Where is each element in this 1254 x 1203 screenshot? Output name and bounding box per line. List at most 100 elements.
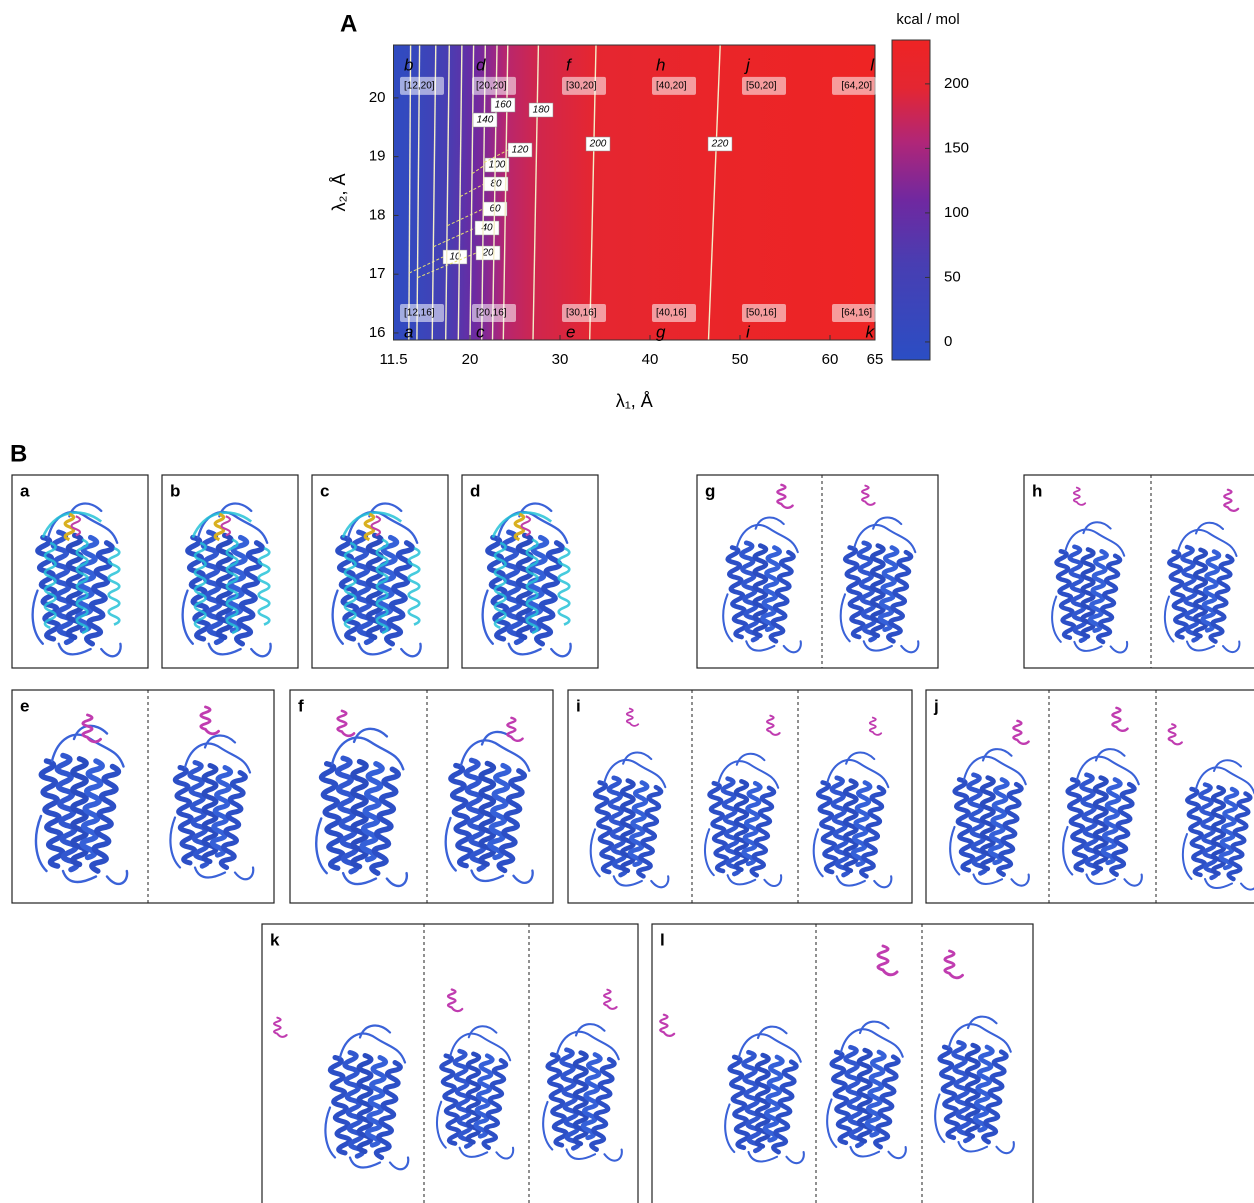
- y-tick-label: 18: [369, 206, 386, 223]
- y-tick-label: 16: [369, 324, 386, 341]
- panel-letter: b: [170, 481, 180, 500]
- structure: [316, 729, 407, 886]
- structure: [1165, 523, 1240, 652]
- panel-letter: c: [320, 481, 329, 500]
- peptide: [448, 990, 462, 1012]
- contour-label: 120: [512, 145, 529, 156]
- point-coords: [40,16]: [656, 308, 687, 319]
- point-coords: [30,16]: [566, 308, 597, 319]
- point-coords: [64,16]: [841, 308, 872, 319]
- structure: [935, 1017, 1014, 1154]
- peptide: [1169, 724, 1182, 744]
- structure: [1052, 522, 1127, 652]
- colorbar-tick-label: 200: [944, 75, 969, 92]
- peptide: [1112, 708, 1127, 731]
- x-tick-label: 11.5: [379, 351, 407, 368]
- colorbar-tick-label: 50: [944, 268, 961, 285]
- structure: [483, 504, 571, 657]
- panel-letter: g: [705, 481, 715, 500]
- y-axis-label: λ₂, Å: [329, 174, 349, 212]
- peptide: [201, 707, 219, 734]
- contour-label: 140: [477, 115, 494, 126]
- heatmap-field: [394, 45, 876, 340]
- colorbar-tick-label: 0: [944, 333, 952, 350]
- contour-label: 80: [490, 179, 502, 190]
- figure: A 1020406080100120140160180200220a[12,16…: [0, 0, 1254, 1203]
- point-name: c: [476, 322, 485, 341]
- point-coords: [64,20]: [841, 81, 872, 92]
- y-tick-label: 17: [369, 265, 386, 282]
- colorbar-tick-label: 150: [944, 139, 969, 156]
- structure: [814, 753, 892, 888]
- point-coords: [30,20]: [566, 81, 597, 92]
- structure: [183, 504, 271, 657]
- peptide: [870, 718, 881, 735]
- structure: [325, 1026, 408, 1170]
- contour-label: 200: [589, 139, 607, 150]
- point-coords: [12,16]: [404, 308, 435, 319]
- peptide: [1224, 490, 1238, 511]
- x-axis-label: λ₁, Å: [616, 391, 653, 411]
- peptide: [274, 1018, 287, 1037]
- structure: [33, 504, 121, 657]
- point-name: b: [404, 55, 413, 74]
- panel-letter: d: [470, 481, 480, 500]
- y-tick-label: 20: [369, 89, 386, 106]
- x-tick-label: 50: [732, 351, 749, 368]
- structure: [170, 736, 253, 880]
- panel-label: B: [10, 440, 27, 467]
- point-name: d: [476, 55, 486, 74]
- peptide: [945, 951, 963, 978]
- contour-label: 180: [533, 105, 550, 116]
- peptide: [660, 1015, 674, 1036]
- point-coords: [50,16]: [746, 308, 777, 319]
- structure: [591, 753, 669, 888]
- structure: [1183, 760, 1254, 889]
- structure: [446, 732, 533, 883]
- x-tick-label: 30: [552, 351, 569, 368]
- panel-letter: h: [1032, 481, 1042, 500]
- structure: [705, 754, 781, 886]
- structure: [333, 504, 421, 657]
- heatmap-panel: 1020406080100120140160180200220a[12,16]b…: [329, 11, 969, 411]
- colorbar-label: kcal / mol: [896, 11, 959, 28]
- panel-letter: k: [270, 930, 280, 949]
- contour-label: 220: [711, 139, 729, 150]
- panel-letter: f: [298, 696, 304, 715]
- x-tick-label: 20: [462, 351, 479, 368]
- point-coords: [20,16]: [476, 308, 507, 319]
- point-name: e: [566, 322, 575, 341]
- panel-label: A: [340, 10, 357, 37]
- peptide: [604, 990, 617, 1009]
- x-tick-label: 65: [867, 351, 884, 368]
- peptide: [1074, 488, 1085, 505]
- point-coords: [20,20]: [476, 81, 507, 92]
- structure: [723, 518, 801, 653]
- y-tick-label: 19: [369, 148, 386, 165]
- peptide: [862, 486, 875, 505]
- panel-letter: l: [660, 930, 665, 949]
- x-tick-label: 40: [642, 351, 659, 368]
- structure: [827, 1022, 906, 1159]
- panel-letter: i: [576, 696, 581, 715]
- peptide: [767, 716, 780, 735]
- structure: [543, 1024, 622, 1161]
- point-coords: [40,20]: [656, 81, 687, 92]
- structure: [725, 1027, 804, 1164]
- structure: [950, 749, 1029, 886]
- structure: [1063, 749, 1142, 886]
- contour-label: 100: [489, 160, 506, 171]
- point-name: g: [656, 322, 666, 341]
- peptide: [627, 709, 638, 726]
- x-tick-label: 60: [822, 351, 839, 368]
- peptide: [507, 718, 522, 741]
- peptide: [878, 946, 897, 975]
- point-coords: [50,20]: [746, 81, 777, 92]
- panel-letter: a: [20, 481, 30, 500]
- point-coords: [12,20]: [404, 81, 435, 92]
- structure: [437, 1026, 513, 1158]
- contour-label: 160: [495, 100, 512, 111]
- peptide: [338, 711, 354, 736]
- colorbar: [892, 40, 930, 360]
- point-name: a: [404, 322, 413, 341]
